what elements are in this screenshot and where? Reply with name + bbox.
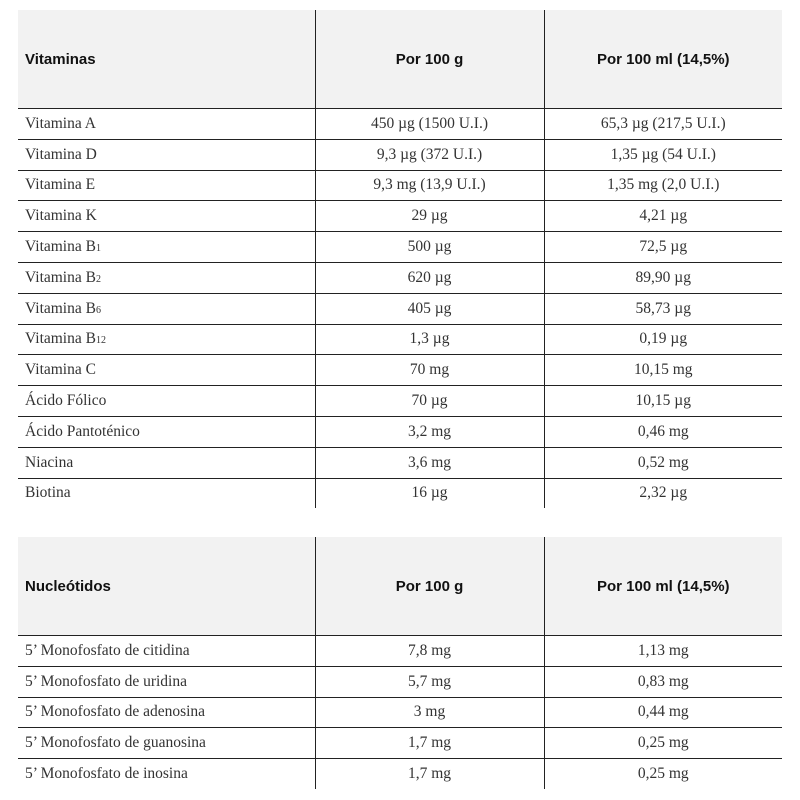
- nutrient-name: Vitamina B12: [18, 323, 315, 355]
- nutrient-name: Vitamina B6: [18, 292, 315, 325]
- table-row: 5’ Monofosfato de uridina 5,7 mg 0,83 mg: [18, 665, 782, 698]
- table-row: Vitamina B6 405 µg 58,73 µg: [18, 292, 782, 325]
- value-per-100g: 29 µg: [314, 200, 544, 232]
- value-per-100ml: 0,46 mg: [543, 415, 782, 448]
- nutrient-name: Vitamina A: [18, 108, 315, 140]
- value-per-100ml: 0,83 mg: [543, 665, 782, 698]
- table-row: Niacina 3,6 mg 0,52 mg: [18, 446, 782, 479]
- table-row: 5’ Monofosfato de inosina 1,7 mg 0,25 mg: [18, 758, 782, 789]
- header-nucleotidos: Nucleótidos: [18, 537, 315, 636]
- value-per-100ml: 0,25 mg: [543, 758, 782, 789]
- table-row: Vitamina D 9,3 µg (372 U.I.) 1,35 µg (54 U…: [18, 138, 782, 171]
- nutrient-name: Vitamina B1: [18, 231, 315, 263]
- value-per-100ml: 89,90 µg: [543, 261, 782, 294]
- value-per-100g: 1,3 µg: [314, 323, 544, 355]
- header-row: Vitaminas Por 100 g Por 100 ml (14,5%): [18, 10, 782, 109]
- table-row: Vitamina E 9,3 mg (13,9 U.I.) 1,35 mg (2,0…: [18, 169, 782, 201]
- header-per-100g: Por 100 g: [314, 10, 544, 109]
- value-per-100ml: 72,5 µg: [543, 231, 782, 263]
- nutrient-name: Niacina: [18, 446, 315, 479]
- vitamins-table: Vitaminas Por 100 g Por 100 ml (14,5%) V…: [18, 10, 782, 509]
- value-per-100g: 70 mg: [314, 354, 544, 386]
- nutrient-name: Vitamina D: [18, 138, 315, 171]
- table-row: 5’ Monofosfato de citidina 7,8 mg 1,13 mg: [18, 635, 782, 667]
- nutrient-name: Vitamina B2: [18, 261, 315, 294]
- nutrient-name: 5’ Monofosfato de citidina: [18, 635, 315, 667]
- value-per-100ml: 4,21 µg: [543, 200, 782, 232]
- header-per-100ml: Por 100 ml (14,5%): [543, 537, 782, 636]
- nucleotides-table: Nucleótidos Por 100 g Por 100 ml (14,5%)…: [18, 537, 782, 789]
- value-per-100ml: 58,73 µg: [543, 292, 782, 325]
- table-row: Vitamina K 29 µg 4,21 µg: [18, 200, 782, 232]
- table-row: Vitamina A 450 µg (1500 U.I.) 65,3 µg (217…: [18, 108, 782, 140]
- value-per-100g: 450 µg (1500 U.I.): [314, 108, 544, 140]
- header-per-100g: Por 100 g: [314, 537, 544, 636]
- nutrient-name: Vitamina E: [18, 169, 315, 201]
- nutrient-name: Vitamina C: [18, 354, 315, 386]
- value-per-100ml: 0,25 mg: [543, 727, 782, 759]
- value-per-100ml: 10,15 mg: [543, 354, 782, 386]
- value-per-100ml: 10,15 µg: [543, 385, 782, 417]
- nutrient-name: Ácido Pantoténico: [18, 415, 315, 448]
- nutrient-name: 5’ Monofosfato de guanosina: [18, 727, 315, 759]
- value-per-100ml: 1,13 mg: [543, 635, 782, 667]
- subscript: 6: [95, 304, 101, 316]
- value-per-100ml: 2,32 µg: [543, 477, 782, 509]
- value-per-100g: 3 mg: [314, 696, 544, 728]
- header-per-100ml: Por 100 ml (14,5%): [543, 10, 782, 109]
- value-per-100g: 3,6 mg: [314, 446, 544, 479]
- table-row: Vitamina B2 620 µg 89,90 µg: [18, 261, 782, 294]
- subscript: 12: [95, 335, 106, 347]
- value-per-100ml: 65,3 µg (217,5 U.I.): [543, 108, 782, 140]
- value-per-100g: 16 µg: [314, 477, 544, 509]
- subscript: 1: [95, 243, 101, 255]
- value-per-100g: 620 µg: [314, 261, 544, 294]
- value-per-100ml: 1,35 mg (2,0 U.I.): [543, 169, 782, 201]
- table-row: 5’ Monofosfato de adenosina 3 mg 0,44 mg: [18, 696, 782, 728]
- header-row: Nucleótidos Por 100 g Por 100 ml (14,5%): [18, 537, 782, 636]
- nutrient-name: 5’ Monofosfato de inosina: [18, 758, 315, 789]
- value-per-100g: 405 µg: [314, 292, 544, 325]
- value-per-100ml: 1,35 µg (54 U.I.): [543, 138, 782, 171]
- value-per-100g: 500 µg: [314, 231, 544, 263]
- value-per-100g: 1,7 mg: [314, 727, 544, 759]
- table-row: Biotina 16 µg 2,32 µg: [18, 477, 782, 509]
- table-row: Vitamina B1 500 µg 72,5 µg: [18, 231, 782, 263]
- value-per-100ml: 0,19 µg: [543, 323, 782, 355]
- value-per-100g: 9,3 mg (13,9 U.I.): [314, 169, 544, 201]
- value-per-100g: 1,7 mg: [314, 758, 544, 789]
- value-per-100g: 70 µg: [314, 385, 544, 417]
- nutrient-name: Biotina: [18, 477, 315, 509]
- header-vitaminas: Vitaminas: [18, 10, 315, 109]
- value-per-100ml: 0,44 mg: [543, 696, 782, 728]
- nutrient-name: Ácido Fólico: [18, 385, 315, 417]
- nutrient-name: 5’ Monofosfato de uridina: [18, 665, 315, 698]
- value-per-100g: 7,8 mg: [314, 635, 544, 667]
- nutrient-name: 5’ Monofosfato de adenosina: [18, 696, 315, 728]
- value-per-100g: 3,2 mg: [314, 415, 544, 448]
- value-per-100g: 9,3 µg (372 U.I.): [314, 138, 544, 171]
- value-per-100g: 5,7 mg: [314, 665, 544, 698]
- table-row: 5’ Monofosfato de guanosina 1,7 mg 0,25 mg: [18, 727, 782, 759]
- nutrient-name: Vitamina K: [18, 200, 315, 232]
- subscript: 2: [95, 273, 101, 285]
- table-row: Ácido Fólico 70 µg 10,15 µg: [18, 385, 782, 417]
- value-per-100ml: 0,52 mg: [543, 446, 782, 479]
- table-row: Vitamina C 70 mg 10,15 mg: [18, 354, 782, 386]
- table-row: Vitamina B12 1,3 µg 0,19 µg: [18, 323, 782, 355]
- table-row: Ácido Pantoténico 3,2 mg 0,46 mg: [18, 415, 782, 448]
